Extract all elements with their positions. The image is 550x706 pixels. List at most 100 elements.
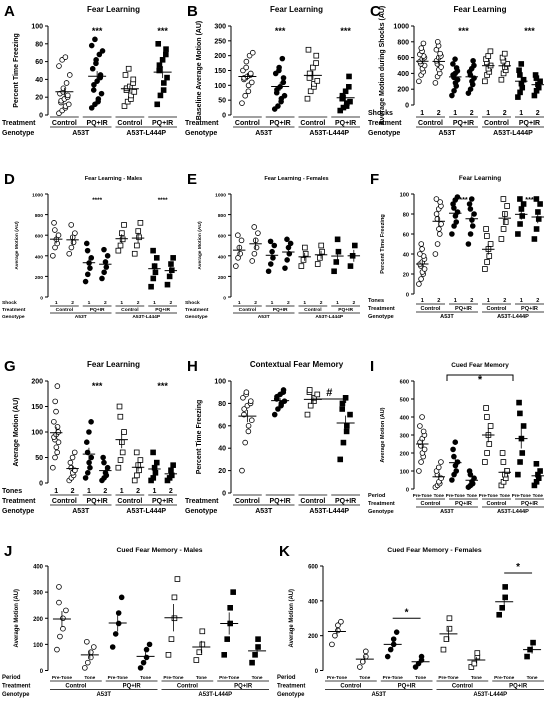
data-point [344, 423, 350, 429]
data-point [384, 653, 391, 660]
genotype-row-label: Genotype [368, 314, 394, 320]
chart-title: Fear Learning - Males [85, 176, 143, 182]
data-point [452, 439, 459, 445]
data-point [519, 450, 526, 456]
data-point [119, 236, 126, 243]
data-point [520, 201, 527, 207]
data-point [496, 611, 503, 618]
data-point [519, 213, 526, 219]
genotype-label: A53T [72, 508, 90, 515]
period-label: 2 [137, 300, 140, 306]
data-point [265, 268, 272, 275]
data-point [532, 72, 539, 78]
treatment-label: Control [421, 501, 441, 507]
significance-marker: *** [275, 26, 286, 36]
period-label: 2 [169, 300, 172, 306]
data-point [502, 584, 508, 590]
y-tick-label: 40 [218, 446, 226, 453]
data-point [339, 400, 346, 407]
data-point [134, 472, 140, 479]
data-point [170, 462, 176, 468]
data-point [518, 61, 525, 67]
genotype-row-label: Genotype [2, 692, 30, 698]
data-point [56, 63, 62, 69]
y-axis-label: Average Motion (AU) [380, 407, 386, 462]
panel-letter: G [4, 358, 16, 375]
data-point [70, 239, 77, 246]
data-point [233, 263, 239, 269]
data-point [483, 405, 489, 411]
treatment-label: Control [121, 307, 139, 313]
data-point [498, 76, 505, 83]
data-point [104, 253, 111, 259]
period-label: Tone [467, 493, 478, 498]
y-tick-label: 0 [315, 669, 319, 675]
data-point [346, 84, 352, 90]
treatment-label: PQ+IR [87, 120, 108, 127]
significance-marker: * [478, 374, 483, 386]
data-point [115, 610, 122, 616]
data-point [449, 231, 455, 237]
data-point [117, 413, 124, 420]
data-point [357, 664, 363, 670]
data-point [437, 50, 443, 57]
data-point [168, 261, 174, 267]
significance-marker: * [516, 562, 520, 573]
panel-letter: H [187, 358, 198, 375]
data-point [63, 607, 69, 614]
data-point [72, 230, 78, 236]
data-point [164, 281, 171, 288]
data-point [131, 250, 138, 257]
period-label: 2 [503, 298, 506, 304]
data-point [502, 594, 508, 601]
data-point [199, 641, 206, 648]
data-point [343, 428, 350, 435]
data-point [267, 261, 274, 267]
y-tick-label: 1000 [393, 24, 409, 31]
period-label: 1 [420, 110, 424, 117]
data-point [170, 255, 176, 261]
data-point [152, 470, 159, 476]
treatment-label: PQ+IR [455, 501, 472, 507]
data-point [63, 80, 70, 86]
data-point [252, 652, 258, 658]
data-point [101, 246, 107, 253]
chart-title: Fear Learning - Females [264, 176, 328, 182]
data-point [412, 664, 419, 670]
data-point [502, 219, 509, 225]
data-point [417, 423, 423, 429]
data-point [174, 576, 181, 582]
treatment-label: Control [484, 120, 509, 127]
data-point [168, 636, 175, 642]
treatment-label: PQ+IR [338, 307, 353, 313]
data-point [280, 387, 287, 393]
panel-c: C Fear Learning Average Motion during Shoc… [368, 3, 545, 137]
data-point [537, 468, 543, 474]
period-label: 2 [136, 488, 140, 495]
genotype-label: A53T-L444P [126, 130, 166, 137]
data-point [471, 62, 477, 69]
data-point [150, 449, 156, 456]
data-point [466, 468, 473, 474]
period-label: Pre-Tone [438, 675, 459, 681]
significance-marker: *** [459, 195, 468, 204]
data-point [90, 87, 97, 93]
data-point [247, 398, 254, 404]
data-point [306, 387, 313, 393]
period-label: Tone [84, 675, 95, 681]
treatment-label: Control [452, 684, 473, 690]
chart-title: Contextual Fear Memory [250, 360, 344, 369]
data-point [55, 429, 62, 435]
data-point [155, 41, 162, 47]
data-point [237, 250, 243, 257]
y-tick-label: 100 [400, 470, 409, 476]
chart-title: Cued Fear Memory [451, 362, 509, 369]
data-point [482, 266, 488, 272]
chart-title: Fear Learning [459, 175, 501, 182]
treatment-label: PQ+IR [270, 498, 291, 505]
data-point [240, 394, 246, 401]
treatment-label: Control [117, 120, 142, 127]
data-point [95, 96, 102, 102]
genotype-row-label: Genotype [185, 314, 208, 320]
data-point [243, 64, 249, 71]
